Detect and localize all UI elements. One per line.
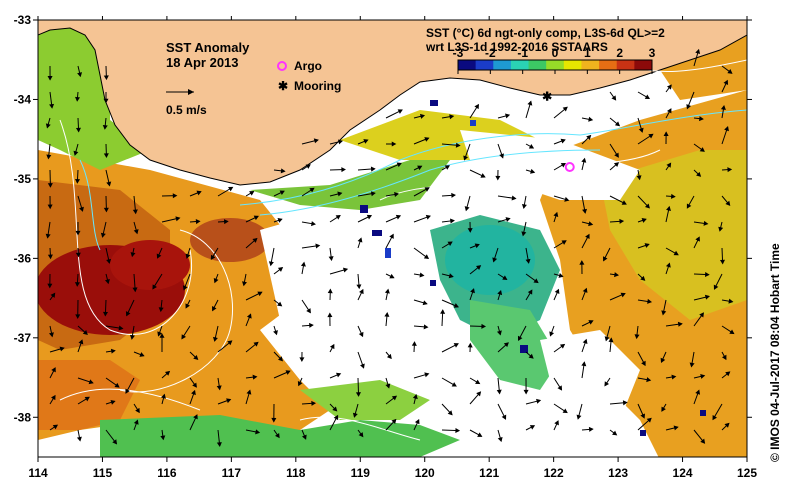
y-tick-label: -36 (14, 251, 32, 265)
y-tick-label: -33 (14, 13, 32, 27)
colorbar-swatch (581, 60, 599, 70)
y-tick-label: -38 (14, 410, 32, 424)
map-date: 18 Apr 2013 (166, 55, 239, 70)
plot-area (35, 20, 747, 460)
mooring-icon: ✱ (542, 89, 552, 103)
colorbar-swatch (511, 60, 529, 70)
colorbar-swatch (493, 60, 511, 70)
colorbar-swatch (634, 60, 652, 70)
x-tick-label: 124 (673, 466, 693, 480)
y-tick-label: -37 (14, 331, 32, 345)
y-tick-label: -35 (14, 172, 32, 186)
colorbar-swatch (599, 60, 617, 70)
colorbar-tick-label: 0 (552, 46, 559, 60)
colorbar-tick-label: -2 (485, 46, 496, 60)
x-tick-label: 117 (222, 466, 242, 480)
y-tick-label: -34 (14, 92, 32, 106)
colorbar-swatch (564, 60, 582, 70)
colorbar-tick-label: 3 (649, 46, 656, 60)
x-tick-label: 118 (286, 466, 306, 480)
mooring-legend-label: Mooring (294, 79, 341, 93)
x-tick-label: 114 (28, 466, 48, 480)
colorbar-swatch (458, 60, 476, 70)
x-tick-label: 123 (608, 466, 628, 480)
x-tick-label: 119 (351, 466, 371, 480)
product-description: SST (°C) 6d ngt-only comp, L3S-6d QL>=2 (426, 26, 665, 40)
colorbar-swatch (529, 60, 547, 70)
colorbar-tick-label: 1 (584, 46, 591, 60)
mooring-legend-icon: ✱ (278, 79, 288, 93)
colorbar-swatch (617, 60, 635, 70)
colorbar-tick-label: -3 (453, 46, 464, 60)
colorbar-tick-label: 2 (616, 46, 623, 60)
map-title: SST Anomaly (166, 40, 250, 55)
colorbar-tick-label: -1 (517, 46, 528, 60)
x-tick-label: 121 (479, 466, 499, 480)
colorbar-swatch (476, 60, 494, 70)
argo-legend-label: Argo (294, 59, 322, 73)
x-tick-label: 125 (737, 466, 757, 480)
velocity-scale-label: 0.5 m/s (166, 103, 207, 117)
x-tick-label: 115 (93, 466, 113, 480)
x-tick-label: 122 (544, 466, 564, 480)
x-tick-label: 120 (415, 466, 435, 480)
colorbar-swatch (546, 60, 564, 70)
x-tick-label: 116 (157, 466, 177, 480)
credit-text: © IMOS 04-Jul-2017 08:04 Hobart Time (768, 243, 782, 462)
